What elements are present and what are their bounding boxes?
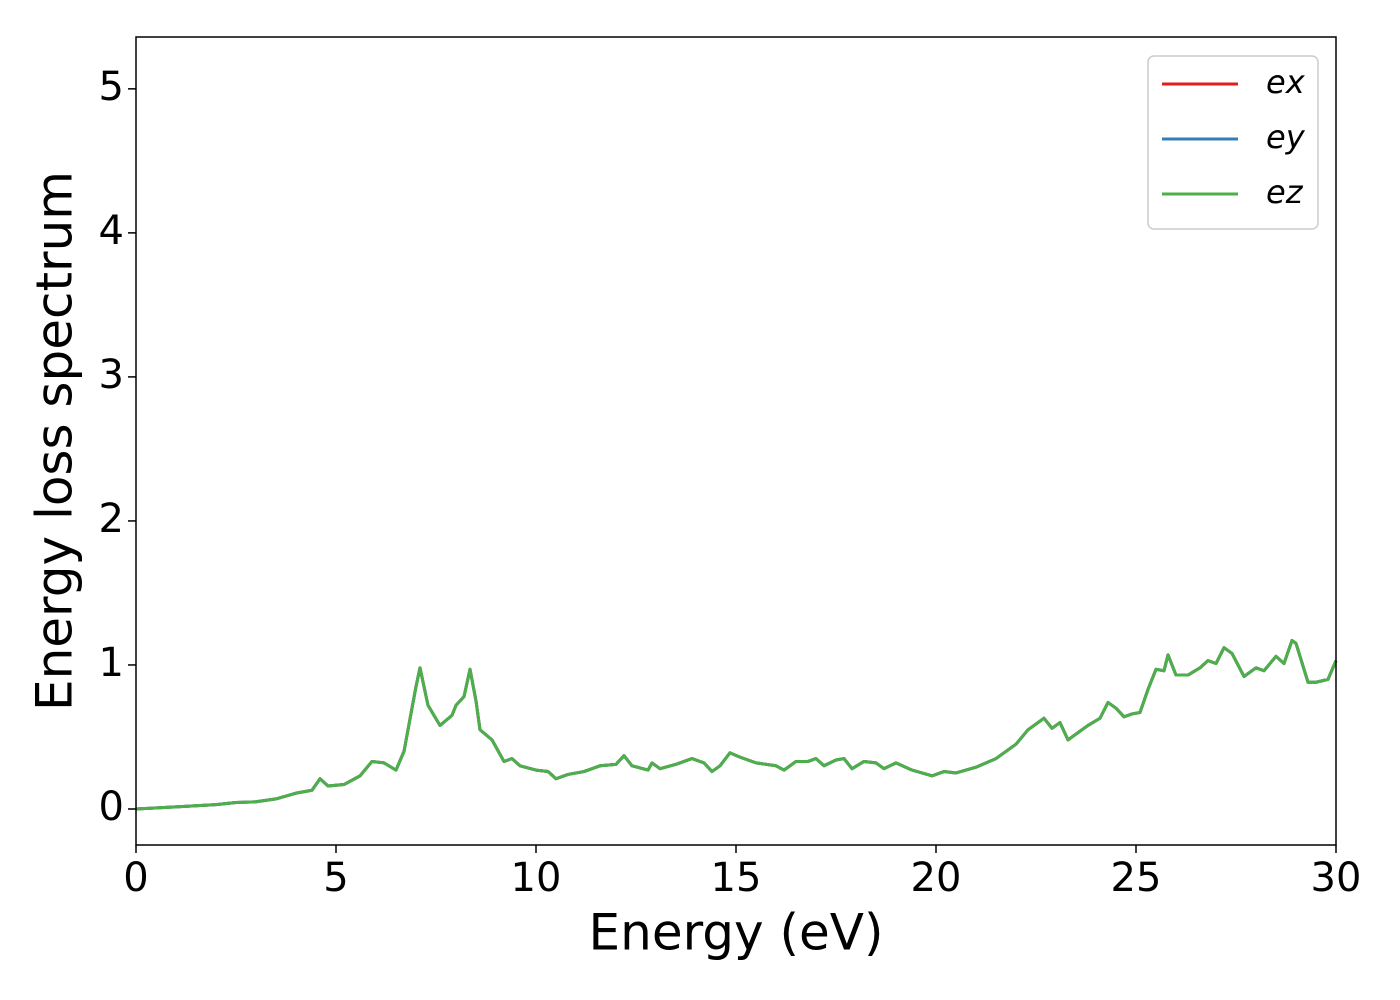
x-tick-label: 25 (1111, 855, 1162, 901)
legend-box (1147, 55, 1319, 230)
plot-frame (135, 36, 1337, 846)
y-tick-label: 0 (99, 784, 124, 830)
y-tick-label: 4 (99, 208, 124, 254)
y-tick-label: 1 (99, 640, 124, 686)
legend-label: ey (1266, 118, 1306, 156)
legend-label: ex (1266, 63, 1306, 101)
x-tick-label: 20 (911, 855, 962, 901)
y-tick-label: 5 (99, 64, 124, 110)
x-tick-label: 10 (511, 855, 562, 901)
legend-label: ez (1266, 173, 1304, 211)
x-tick-label: 30 (1311, 855, 1362, 901)
x-tick-label: 15 (711, 855, 762, 901)
y-tick-label: 2 (99, 496, 124, 542)
y-axis-label: Energy loss spectrum (26, 171, 84, 711)
x-axis-label: Energy (eV) (589, 904, 884, 962)
y-tick-label: 3 (99, 352, 124, 398)
x-tick-label: 0 (123, 855, 148, 901)
x-tick-label: 5 (323, 855, 348, 901)
line-series (135, 638, 1338, 811)
